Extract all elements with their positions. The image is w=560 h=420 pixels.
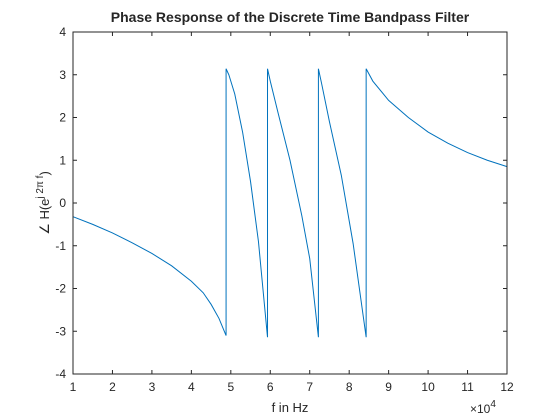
x-axis-ticks: 1 2 3 4 5 6 7 8 9 10 11 12 [70,32,514,394]
y-axis-label: ∠ H(ej 2π f) [35,171,52,235]
x-tick-label: 5 [227,380,234,394]
y-axis-ticks: -4 -3 -2 -1 0 1 2 3 4 [55,25,507,381]
y-tick-label: 4 [59,25,66,39]
y-tick-label: -3 [55,324,66,338]
x-axis-label: f in Hz [272,400,309,415]
x-tick-label: 2 [109,380,116,394]
y-tick-label: 2 [59,111,66,125]
x-tick-label: 11 [461,380,474,394]
y-tick-label: 1 [59,153,66,167]
x-axis-exponent: ×104 [470,399,496,416]
y-tick-label: -4 [55,367,66,381]
series-line [72,68,508,338]
y-label-suffix: ) [37,171,52,175]
y-label-superscript: j 2π f [35,175,46,199]
axes-box [72,31,508,375]
x-exponent-base: ×10 [470,402,491,416]
x-tick-label: 9 [385,380,392,394]
x-tick-label: 6 [267,380,274,394]
x-tick-label: 10 [421,380,435,394]
y-tick-label: 3 [59,68,66,82]
plot-area [73,32,507,374]
x-tick-label: 3 [149,380,156,394]
x-tick-label: 8 [346,380,353,394]
chart-title: Phase Response of the Discrete Time Band… [111,9,470,25]
y-tick-label: -1 [55,239,66,253]
x-tick-label: 1 [70,380,77,394]
x-tick-label: 12 [500,380,514,394]
y-tick-label: -2 [55,282,66,296]
y-label-prefix: ∠ H(e [37,199,52,235]
y-tick-label: 0 [59,196,66,210]
x-tick-label: 7 [306,380,313,394]
x-tick-label: 4 [188,380,195,394]
x-exponent-power: 4 [490,399,496,410]
